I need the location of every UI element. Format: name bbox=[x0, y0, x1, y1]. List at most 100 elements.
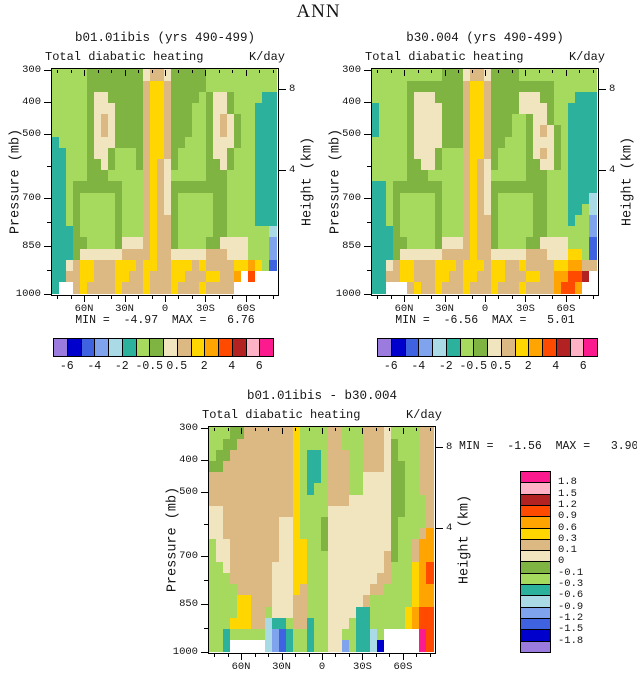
contour-cell bbox=[192, 147, 200, 160]
contour-cell bbox=[108, 192, 116, 205]
contour-cell bbox=[456, 147, 464, 160]
contour-cell bbox=[342, 584, 350, 596]
contour-cell bbox=[220, 147, 228, 160]
contour-cell bbox=[157, 147, 165, 160]
contour-cell bbox=[435, 259, 443, 272]
contour-cell bbox=[66, 69, 74, 82]
colorbar-cell bbox=[520, 640, 551, 653]
contour-cell bbox=[582, 203, 590, 216]
contour-cell bbox=[547, 237, 555, 250]
contour-cell bbox=[314, 449, 322, 462]
contour-cell bbox=[407, 248, 415, 261]
contour-cell bbox=[136, 282, 144, 294]
x-tick bbox=[525, 295, 527, 302]
contour-cell bbox=[272, 628, 280, 641]
contour-cell bbox=[87, 102, 95, 115]
contour-cell bbox=[199, 125, 207, 138]
contour-cell bbox=[442, 136, 450, 149]
contour-cell bbox=[129, 147, 137, 160]
contour-cell bbox=[484, 270, 492, 283]
contour-cell bbox=[269, 158, 277, 171]
contour-cell bbox=[414, 259, 422, 272]
contour-cell bbox=[519, 136, 527, 149]
contour-cell bbox=[547, 136, 555, 149]
y-tick bbox=[44, 198, 52, 199]
contour-cell bbox=[419, 427, 427, 440]
contour-cell bbox=[269, 203, 277, 216]
contour-cell bbox=[428, 114, 436, 126]
contour-cell bbox=[398, 584, 406, 596]
contour-cell bbox=[80, 114, 88, 126]
field-label: Total diabatic heating bbox=[365, 50, 524, 64]
contour-cell bbox=[122, 203, 130, 216]
contour-cell bbox=[363, 640, 371, 652]
contour-cell bbox=[512, 80, 520, 93]
contour-cell bbox=[554, 125, 562, 138]
contour-cell bbox=[227, 282, 235, 294]
contour-cell bbox=[335, 505, 343, 518]
contour-cell bbox=[491, 226, 499, 238]
contour-cell bbox=[435, 91, 443, 104]
contour-cell bbox=[258, 449, 266, 462]
x-tick-top bbox=[579, 70, 581, 73]
contour-cell bbox=[178, 270, 186, 283]
contour-cell bbox=[227, 203, 235, 216]
contour-cell bbox=[386, 237, 394, 250]
contour-cell bbox=[533, 158, 541, 171]
contour-cell bbox=[379, 270, 387, 283]
x-tick-label: 60S bbox=[236, 303, 256, 315]
contour-cell bbox=[115, 91, 123, 104]
contour-cell bbox=[223, 595, 231, 608]
contour-cell bbox=[426, 460, 434, 473]
contour-cell bbox=[209, 606, 217, 619]
contour-cell bbox=[589, 147, 597, 160]
contour-cell bbox=[94, 248, 102, 261]
contour-cell bbox=[237, 617, 245, 630]
contour-cell bbox=[463, 170, 471, 182]
contour-cell bbox=[372, 158, 380, 171]
y-minor-tick bbox=[47, 166, 52, 167]
contour-cell bbox=[561, 270, 569, 283]
contour-cell bbox=[400, 259, 408, 272]
contour-cell bbox=[386, 181, 394, 194]
height-tick bbox=[598, 89, 606, 90]
contour-cell bbox=[213, 69, 221, 82]
contour-cell bbox=[582, 248, 590, 261]
contour-cell bbox=[428, 259, 436, 272]
contour-cell bbox=[589, 91, 597, 104]
contour-cell bbox=[199, 237, 207, 250]
contour-cell bbox=[66, 80, 74, 93]
contour-cell bbox=[328, 505, 336, 518]
contour-cell bbox=[129, 181, 137, 194]
contour-cell bbox=[393, 102, 401, 115]
contour-cell bbox=[533, 102, 541, 115]
contour-cell bbox=[164, 102, 172, 115]
contour-cell bbox=[206, 192, 214, 205]
contour-cell bbox=[491, 203, 499, 216]
y-tick-label: 850 bbox=[179, 598, 198, 610]
contour-cell bbox=[477, 181, 485, 194]
contour-cell bbox=[470, 259, 478, 272]
contour-cell bbox=[491, 114, 499, 126]
contour-cell bbox=[237, 438, 245, 451]
contour-cell bbox=[419, 516, 427, 529]
contour-cell bbox=[234, 282, 242, 294]
contour-cell bbox=[178, 282, 186, 294]
y-tick bbox=[201, 652, 209, 653]
contour-cell bbox=[321, 505, 329, 518]
contour-cell bbox=[575, 80, 583, 93]
contour-cell bbox=[419, 561, 427, 574]
contour-cell bbox=[540, 102, 548, 115]
contour-cell bbox=[363, 539, 371, 552]
contour-cell bbox=[391, 528, 399, 540]
contour-cell bbox=[52, 69, 60, 82]
contour-cell bbox=[321, 460, 329, 473]
contour-cell bbox=[582, 102, 590, 115]
contour-cell bbox=[405, 572, 413, 585]
contour-cell bbox=[251, 640, 259, 652]
contour-cell bbox=[255, 170, 263, 182]
contour-cell bbox=[209, 449, 217, 462]
contour-cell bbox=[335, 438, 343, 451]
contour-cell bbox=[377, 449, 385, 462]
colorbar-tick-label: 2 bbox=[524, 360, 532, 373]
